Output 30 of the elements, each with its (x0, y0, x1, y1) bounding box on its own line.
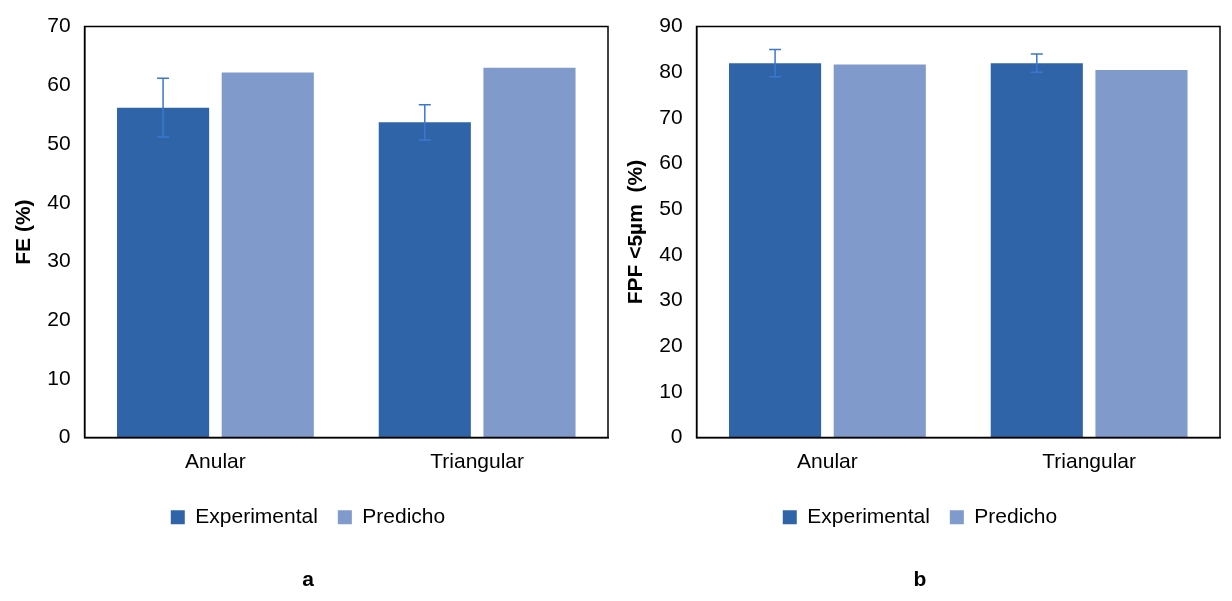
legend-label: Experimental (807, 504, 930, 528)
y-tick-label: 20 (47, 306, 71, 330)
y-axis-title: FPF <5µm (%) (623, 159, 647, 305)
y-axis-title: FE (%) (11, 199, 35, 265)
y-tick-label: 50 (659, 196, 683, 220)
y-tick-label: 80 (659, 59, 683, 83)
y-tick-label: 10 (47, 365, 71, 389)
legend-label: Predicho (362, 504, 446, 528)
x-tick-label: Anular (797, 449, 858, 472)
y-tick-label: 40 (659, 241, 683, 265)
y-tick-label: 90 (659, 13, 683, 37)
x-tick-label: Triangular (430, 449, 525, 472)
text: a (302, 567, 315, 591)
y-tick-label: 50 (47, 130, 71, 154)
x-tick-label: Triangular (1042, 449, 1137, 472)
legend-label: Experimental (195, 504, 318, 528)
y-tick-label: 30 (47, 248, 71, 272)
y-tick-label: 70 (659, 104, 683, 128)
y-tick-label: 0 (670, 424, 683, 448)
y-tick-label: 10 (659, 378, 683, 402)
x-tick-label: Anular (185, 449, 246, 472)
y-tick-label: 30 (659, 287, 683, 311)
y-tick-label: 60 (659, 150, 683, 174)
y-tick-label: 70 (47, 13, 71, 37)
legend-label: Predicho (974, 504, 1058, 528)
y-tick-label: 0 (58, 424, 71, 448)
y-tick-label: 20 (659, 333, 683, 357)
text: b (913, 567, 927, 591)
y-tick-label: 60 (47, 72, 71, 96)
y-tick-label: 40 (47, 189, 71, 213)
